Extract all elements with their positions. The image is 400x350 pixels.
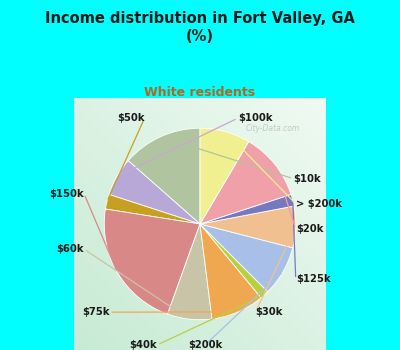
Wedge shape (200, 224, 293, 292)
Text: Income distribution in Fort Valley, GA
(%): Income distribution in Fort Valley, GA (… (45, 10, 355, 44)
Text: $50k: $50k (117, 113, 144, 123)
Wedge shape (200, 224, 268, 298)
Text: $100k: $100k (238, 113, 272, 123)
Text: $200k: $200k (188, 340, 222, 350)
Text: $40k: $40k (130, 340, 157, 350)
Wedge shape (200, 128, 249, 224)
Text: $10k: $10k (293, 174, 321, 184)
Wedge shape (200, 206, 296, 248)
Text: $75k: $75k (82, 307, 109, 317)
Wedge shape (104, 209, 200, 314)
Text: $20k: $20k (296, 224, 323, 234)
Wedge shape (128, 128, 200, 224)
Wedge shape (168, 224, 212, 320)
Text: $125k: $125k (296, 274, 330, 285)
Text: White residents: White residents (144, 86, 256, 99)
Text: $150k: $150k (50, 189, 84, 199)
Text: $60k: $60k (56, 244, 84, 254)
Wedge shape (106, 194, 200, 224)
Text: $30k: $30k (256, 307, 283, 317)
Wedge shape (200, 142, 291, 224)
Text: City-Data.com: City-Data.com (245, 124, 300, 133)
Wedge shape (109, 161, 200, 224)
Text: > $200k: > $200k (296, 199, 342, 209)
Wedge shape (200, 194, 294, 224)
Wedge shape (200, 224, 261, 319)
